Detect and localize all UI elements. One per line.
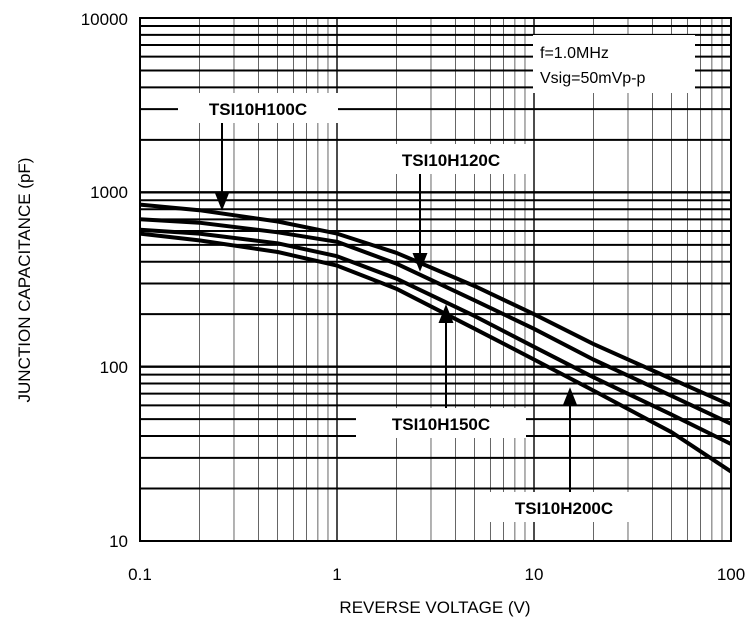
series-line-tsi10h200c	[139, 231, 733, 474]
x-axis: 0.1 1 10 100	[128, 565, 745, 584]
callout-box-120c	[372, 144, 530, 174]
callout-box-200c	[478, 492, 650, 522]
series-line-tsi10h120c	[139, 217, 732, 426]
y-axis-title: JUNCTION CAPACITANCE (pF)	[15, 158, 34, 403]
callout-label-120c: TSI10H120C	[402, 151, 500, 170]
conditions-box	[533, 35, 695, 93]
series-line-tsi10h150c	[139, 227, 732, 446]
y-tick-label: 10000	[81, 10, 128, 29]
series-line-tsi10h100c	[139, 202, 732, 408]
plot-frame	[139, 17, 732, 542]
series-lines	[139, 202, 733, 474]
callout-arrows	[214, 123, 578, 492]
arrow-head-200c	[562, 387, 578, 406]
y-axis: 10 100 1000 10000	[81, 10, 128, 551]
condition-frequency: f=1.0MHz	[540, 45, 609, 62]
x-tick-label: 100	[717, 565, 745, 584]
arrow-head-150c	[438, 304, 454, 323]
callout-box-150c	[356, 408, 526, 438]
x-tick-label: 0.1	[128, 565, 152, 584]
arrow-head-120c	[412, 253, 428, 272]
callout-box-100c	[178, 93, 338, 123]
x-tick-label: 10	[525, 565, 544, 584]
arrow-head-100c	[214, 192, 230, 211]
callout-label-200c: TSI10H200C	[515, 499, 613, 518]
x-tick-label: 1	[332, 565, 341, 584]
callout-label-100c: TSI10H100C	[209, 100, 307, 119]
y-tick-label: 100	[100, 358, 128, 377]
y-tick-label: 1000	[90, 183, 128, 202]
callout-label-150c: TSI10H150C	[392, 415, 490, 434]
y-tick-label: 10	[109, 532, 128, 551]
condition-vsig: Vsig=50mVp-p	[540, 70, 645, 87]
x-axis-title: REVERSE VOLTAGE (V)	[339, 598, 530, 617]
